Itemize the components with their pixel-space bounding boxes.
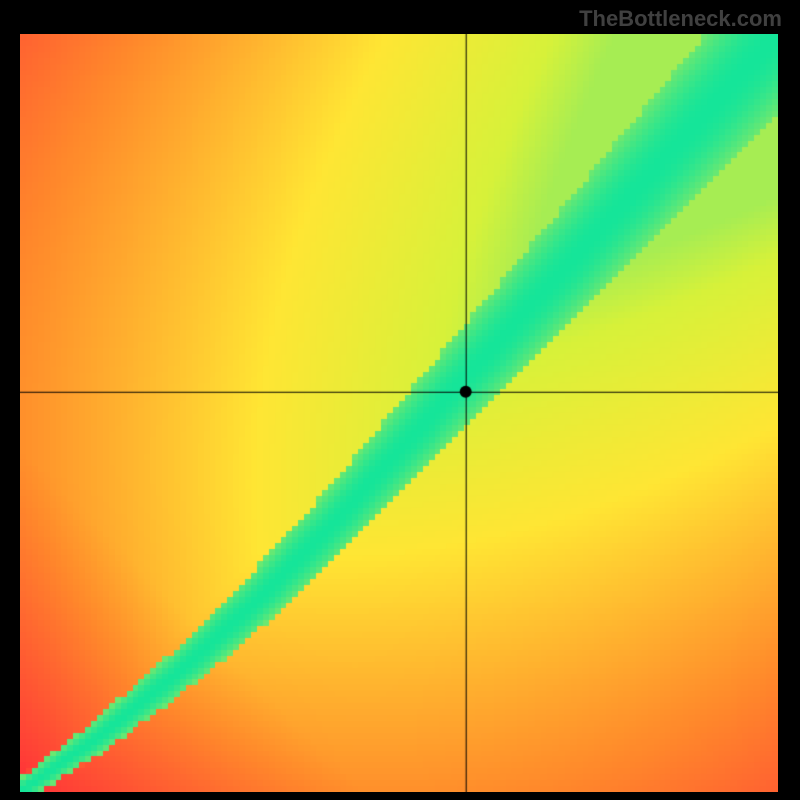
- bottleneck-heatmap: [20, 34, 778, 792]
- chart-container: TheBottleneck.com: [0, 0, 800, 800]
- attribution-label: TheBottleneck.com: [579, 6, 782, 32]
- plot-area: [20, 34, 778, 792]
